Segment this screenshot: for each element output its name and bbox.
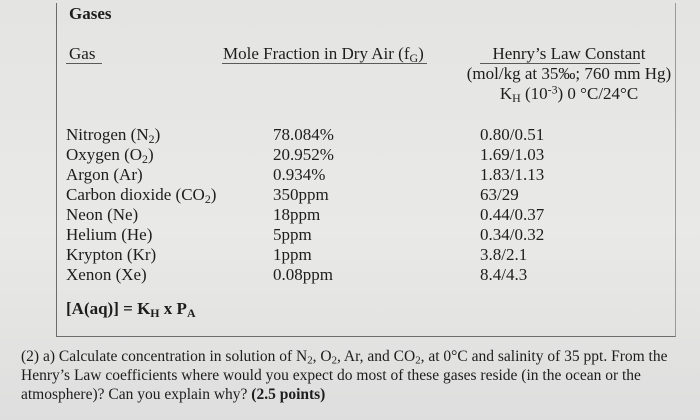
mole-fraction-value: 78.084%: [273, 125, 334, 144]
question-points: (2.5 points): [251, 386, 326, 403]
mole-fraction-value: 1ppm: [273, 245, 312, 264]
henry-constant-value: 0.34/0.32: [480, 225, 545, 244]
header-rule-gas: [66, 63, 102, 64]
header-gas: Gas: [69, 44, 96, 63]
henry-constant-value: 1.83/1.13: [480, 165, 545, 184]
mole-fraction-value: 0.934%: [273, 165, 326, 184]
table-border: [56, 3, 676, 337]
header-henry-constant: Henry’s Law Constant (mol/kg at 35‰; 760…: [466, 44, 672, 105]
gas-name: Nitrogen (N2): [66, 125, 161, 146]
gas-name: Carbon dioxide (CO2): [66, 185, 217, 206]
mole-fraction-value: 350ppm: [273, 185, 329, 204]
gas-name-column: Nitrogen (N2) Oxygen (O2) Argon (Ar) Carbon…: [66, 125, 216, 285]
mole-fraction-value: 5ppm: [273, 225, 312, 244]
henry-constant-value: 0.44/0.37: [480, 205, 545, 224]
gas-name: Helium (He): [66, 225, 153, 244]
gas-name: Neon (Ne): [66, 205, 139, 224]
mole-fraction-column: 78.084% 20.952% 0.934% 350ppm 18ppm 5ppm 1ppm 0…: [273, 125, 334, 285]
header-mole-fraction: Mole Fraction in Dry Air (fG): [223, 44, 424, 65]
gas-name: Oxygen (O2): [66, 145, 154, 166]
henry-equation: [A(aq)] = KH x PA: [66, 299, 196, 320]
henry-constant-value: 3.8/2.1: [480, 245, 528, 264]
question-text: (2) a) Calculate concentration in soluti…: [21, 348, 668, 403]
henry-constant-value: 63/29: [480, 185, 519, 204]
gas-name: Argon (Ar): [66, 165, 143, 184]
henry-constant-value: 8.4/4.3: [480, 265, 528, 284]
mole-fraction-value: 18ppm: [273, 205, 321, 224]
henry-constant-value: 0.80/0.51: [480, 125, 545, 144]
gas-name: Xenon (Xe): [66, 265, 147, 284]
mole-fraction-value: 0.08ppm: [273, 265, 333, 284]
mole-fraction-value: 20.952%: [273, 145, 334, 164]
table-title: Gases: [69, 4, 112, 23]
header-rule-henry: [480, 63, 640, 64]
henry-constant-value: 1.69/1.03: [480, 145, 545, 164]
henry-constant-column: 0.80/0.51 1.69/1.03 1.83/1.13 63/29 0.44/0.3…: [480, 125, 544, 285]
header-rule-mole: [222, 63, 427, 64]
gas-name: Krypton (Kr): [66, 245, 157, 264]
